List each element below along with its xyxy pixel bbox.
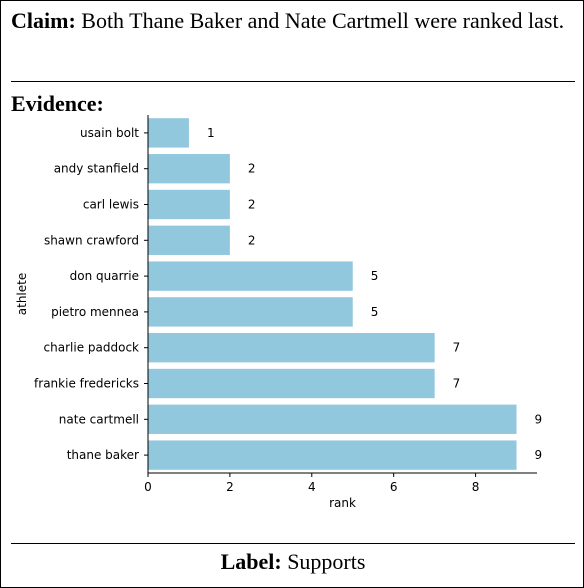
value-label: 2	[248, 162, 256, 176]
value-label: 5	[371, 305, 379, 319]
label-value: Supports	[287, 549, 366, 574]
x-tick-label: 0	[144, 480, 152, 494]
bar	[148, 225, 230, 255]
y-axis-label: athlete	[15, 273, 29, 315]
value-label-group: 1 2 2 2 5 5 7 7 9 9	[207, 126, 542, 462]
label-prefix: Label:	[220, 549, 282, 574]
x-tick-label: 6	[390, 480, 398, 494]
category-tick-label: pietro mennea	[51, 305, 139, 319]
bar	[148, 333, 435, 363]
category-tick-label: charlie paddock	[44, 341, 140, 355]
label-row: Label: Supports	[1, 549, 584, 575]
bar	[148, 154, 230, 184]
bar	[148, 404, 517, 434]
x-tick-label: 2	[226, 480, 234, 494]
bar	[148, 440, 517, 470]
x-axis: 0 2 4 6 8	[144, 472, 537, 494]
value-label: 1	[207, 126, 215, 140]
value-label: 2	[248, 198, 256, 212]
value-label: 2	[248, 233, 256, 247]
x-tick-label: 4	[308, 480, 316, 494]
top-divider	[11, 81, 575, 82]
category-tick-label: andy stanfield	[54, 162, 139, 176]
claim-statement: Both Thane Baker and Nate Cartmell were …	[81, 8, 565, 33]
bottom-divider	[11, 543, 575, 544]
value-label: 9	[535, 448, 543, 462]
bar-chart: 1 2 2 2 5 5 7 7 9 9 usain bolt andy stanfield carl …	[15, 115, 542, 510]
value-label: 7	[453, 341, 461, 355]
category-tick-label: frankie fredericks	[34, 377, 139, 391]
x-tick-label: 8	[472, 480, 480, 494]
bar	[148, 368, 435, 399]
category-tick-label: carl lewis	[83, 198, 139, 212]
bar	[148, 118, 189, 148]
value-label: 7	[453, 377, 461, 391]
bar-group	[148, 118, 517, 470]
evidence-title: Evidence:	[11, 91, 104, 116]
bar	[148, 261, 353, 291]
category-tick-label: usain bolt	[80, 126, 139, 140]
claim-text: Claim: Both Thane Baker and Nate Cartmel…	[11, 7, 577, 35]
bar	[148, 189, 230, 220]
x-axis-label: rank	[329, 496, 356, 510]
category-tick-label: nate cartmell	[59, 412, 139, 426]
value-label: 9	[535, 412, 543, 426]
value-label: 5	[371, 269, 379, 283]
category-tick-label: don quarrie	[70, 269, 139, 283]
claim-prefix: Claim:	[11, 8, 76, 33]
category-tick-label: thane baker	[67, 448, 139, 462]
bar	[148, 297, 353, 327]
category-tick-label: shawn crawford	[44, 233, 139, 247]
category-label-group: usain bolt andy stanfield carl lewis shawn …	[34, 126, 148, 462]
